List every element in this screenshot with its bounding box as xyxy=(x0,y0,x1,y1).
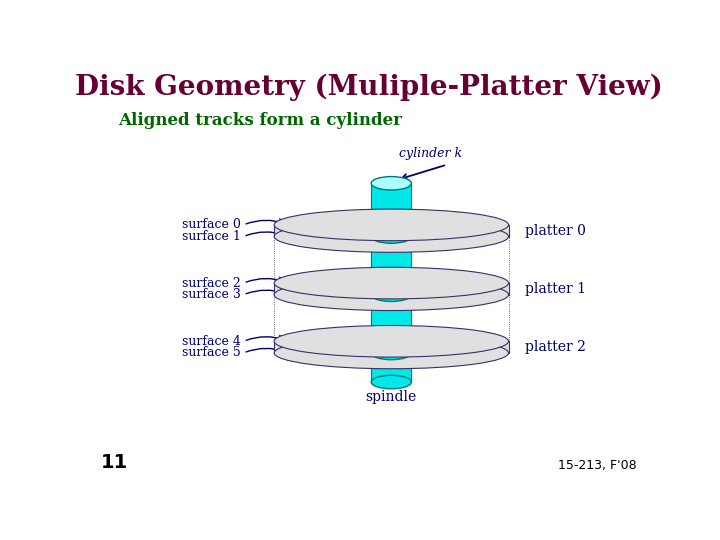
Bar xyxy=(274,341,508,353)
Text: 15-213, F'08: 15-213, F'08 xyxy=(558,460,637,472)
Text: 11: 11 xyxy=(101,453,128,472)
Ellipse shape xyxy=(372,218,411,232)
Bar xyxy=(372,183,411,382)
Text: Aligned tracks form a cylinder: Aligned tracks form a cylinder xyxy=(118,112,402,130)
Text: platter 0: platter 0 xyxy=(526,224,586,238)
Ellipse shape xyxy=(372,177,411,190)
Ellipse shape xyxy=(274,267,508,299)
Ellipse shape xyxy=(372,346,411,360)
Bar xyxy=(274,225,508,237)
Text: surface 3: surface 3 xyxy=(181,288,240,301)
Text: surface 4: surface 4 xyxy=(181,335,240,348)
Ellipse shape xyxy=(372,230,411,243)
Bar xyxy=(274,283,508,295)
Text: Disk Geometry (Muliple-Platter View): Disk Geometry (Muliple-Platter View) xyxy=(75,74,663,102)
Ellipse shape xyxy=(372,335,411,348)
Text: surface 2: surface 2 xyxy=(182,276,240,289)
Text: surface 0: surface 0 xyxy=(181,218,240,231)
Ellipse shape xyxy=(372,276,411,290)
Text: surface 5: surface 5 xyxy=(182,347,240,360)
Text: surface 1: surface 1 xyxy=(181,230,240,243)
Text: platter 2: platter 2 xyxy=(526,340,586,354)
Text: platter 1: platter 1 xyxy=(526,282,586,296)
Ellipse shape xyxy=(274,279,508,310)
Ellipse shape xyxy=(274,337,508,369)
Ellipse shape xyxy=(274,221,508,252)
Text: cylinder k: cylinder k xyxy=(399,147,462,160)
Ellipse shape xyxy=(274,326,508,357)
Text: spindle: spindle xyxy=(366,390,417,404)
Ellipse shape xyxy=(274,209,508,241)
Ellipse shape xyxy=(372,375,411,389)
Ellipse shape xyxy=(372,288,411,301)
